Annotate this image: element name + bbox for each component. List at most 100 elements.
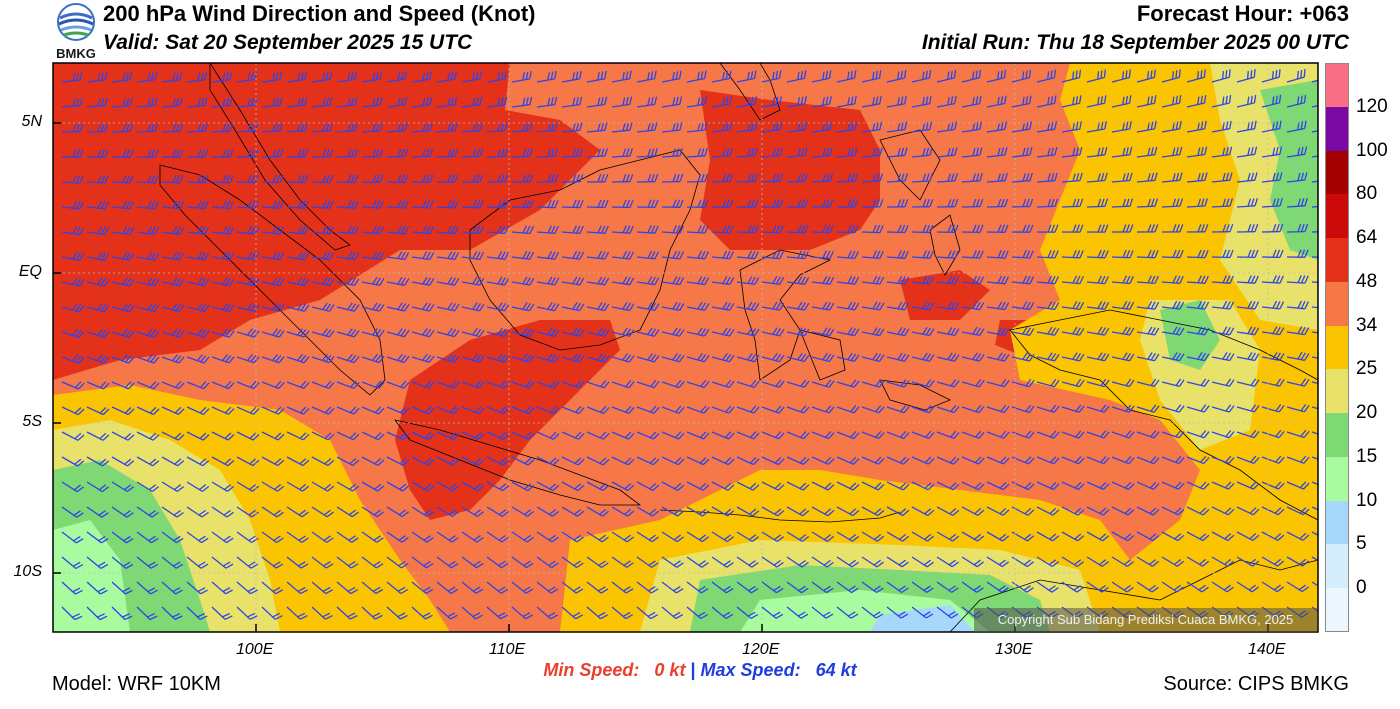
wind-barb-feather — [547, 327, 553, 336]
wind-barb-feather — [373, 561, 381, 567]
wind-barb-feather — [528, 381, 535, 389]
wind-barb-feather — [425, 303, 432, 311]
wind-barb-feather — [1022, 122, 1026, 131]
wind-barb-feather — [704, 199, 709, 208]
wind-barb-feather — [251, 485, 260, 492]
wind-barb-feather — [500, 277, 506, 285]
wind-barb-feather — [129, 227, 135, 235]
wind-barb-feather — [547, 72, 550, 81]
wind-barb-feather — [397, 123, 401, 132]
wind-barb-feather — [154, 252, 160, 261]
wind-barb-feather — [697, 225, 702, 233]
wind-barb-feather — [1279, 120, 1282, 129]
wind-barb-feather — [1228, 457, 1235, 464]
wind-barb-feather — [372, 251, 378, 259]
wind-barb-feather — [575, 354, 582, 362]
wind-barb-feather — [1073, 559, 1082, 566]
wind-barb-feather — [1147, 173, 1151, 182]
wind-barb-feather — [1204, 327, 1210, 336]
wind-barb-feather — [704, 277, 710, 285]
wind-barb-feather — [654, 122, 658, 131]
wind-barb-feather — [1272, 198, 1276, 207]
wind-barb-feather — [1250, 378, 1257, 386]
wind-barb-feather — [822, 97, 826, 106]
wind-barb-feather — [499, 457, 507, 464]
wind-barb-feather — [277, 433, 285, 441]
wind-barb-feather — [75, 226, 81, 235]
wind-barb-feather — [304, 174, 309, 183]
wind-barb-feather — [1029, 172, 1033, 181]
wind-barb-feather — [1254, 301, 1260, 310]
wind-barb-feather — [475, 71, 479, 80]
forecast-hour: Forecast Hour: +063 — [1136, 1, 1349, 26]
wind-barb-feather — [978, 405, 985, 414]
wind-barb-feather — [247, 200, 252, 209]
wind-barb-feather — [751, 536, 759, 543]
wind-barb-feather — [597, 97, 601, 106]
wind-barb-feather — [550, 588, 559, 594]
wind-barb-feather — [200, 563, 209, 569]
wind-barb-feather — [675, 354, 682, 362]
wind-barb-feather — [222, 225, 228, 234]
wind-barb-feather — [922, 275, 928, 284]
wind-barb-feather — [1299, 507, 1307, 514]
wind-barb-feather — [677, 484, 685, 491]
wind-barb-feather — [1175, 275, 1181, 284]
wind-barb-feather — [172, 561, 181, 567]
wind-barb-feather — [403, 355, 410, 363]
wind-barb-feather — [422, 97, 426, 106]
wind-barb-feather — [850, 379, 857, 387]
wind-barb-feather — [697, 71, 700, 81]
wind-barb-feather — [875, 70, 878, 79]
wind-barb-feather — [1050, 121, 1054, 130]
wind-barb-feather — [1278, 456, 1285, 464]
wind-barb-feather — [925, 404, 932, 413]
wind-barb-feather — [454, 200, 459, 209]
wind-barb-feather — [1100, 121, 1104, 130]
wind-barb-feather — [322, 225, 328, 234]
wind-barb-feather — [347, 72, 351, 81]
wind-barb-feather — [1247, 224, 1252, 233]
wind-barb-feather — [729, 328, 735, 337]
wind-barb-feather — [1029, 121, 1033, 130]
wind-barb-feather — [797, 122, 801, 131]
wind-barb-feather — [825, 613, 834, 619]
wind-barb-feather — [1247, 172, 1251, 182]
wind-barb-feather — [1171, 71, 1175, 80]
wind-barb-feather — [1072, 71, 1075, 80]
wind-barb-feather — [525, 251, 531, 260]
wind-barb-feather — [804, 328, 810, 337]
wind-barb-feather — [1025, 404, 1032, 412]
wind-barb-feather — [1104, 301, 1110, 310]
wind-barb-feather — [1003, 457, 1010, 465]
wind-barb-feather — [529, 148, 534, 157]
wind-barb-feather — [150, 149, 156, 158]
wind-barb-feather — [929, 302, 935, 311]
wind-barb-feather — [375, 226, 381, 234]
wind-barb-feather — [1022, 96, 1025, 105]
wind-barb-feather — [1278, 94, 1282, 103]
wind-barb-feather — [1253, 405, 1260, 413]
wind-barb-feather — [1050, 224, 1056, 233]
wind-barb-feather — [904, 173, 909, 182]
wind-barb-feather — [750, 613, 759, 619]
wind-barb-feather — [800, 353, 807, 362]
wind-barb-feather — [1053, 457, 1060, 465]
wind-barb-feather — [897, 301, 903, 310]
wind-barb-feather — [347, 225, 353, 234]
wind-barb-feather — [474, 431, 482, 439]
wind-barb-feather — [800, 250, 806, 259]
wind-barb-feather — [554, 200, 559, 208]
wind-barb-feather — [897, 199, 902, 208]
wind-barb-feather — [1300, 172, 1305, 181]
wind-barb-feather — [522, 199, 527, 208]
wind-barb-feather — [1272, 275, 1277, 283]
wind-barb-feather — [729, 303, 735, 311]
wind-barb-feather — [146, 354, 154, 362]
wind-barb-feather — [450, 588, 459, 594]
wind-barb-feather — [947, 250, 952, 258]
wind-barb-feather — [575, 148, 580, 157]
wind-barb-feather — [1003, 354, 1010, 362]
wind-barb-feather — [997, 173, 1001, 182]
wind-barb-feather — [300, 589, 309, 595]
